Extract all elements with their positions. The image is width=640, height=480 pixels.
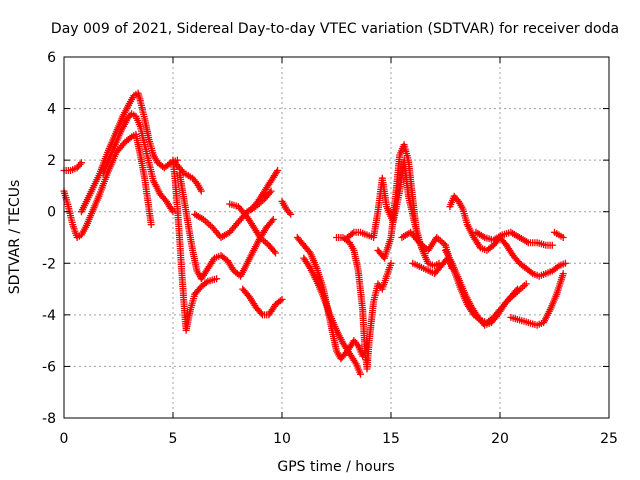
- plot-frame: [63, 56, 610, 419]
- y-tick-label: 6: [47, 50, 56, 66]
- x-tick-label: 5: [169, 431, 178, 447]
- y-axis-label: SDTVAR / TECUs: [7, 180, 23, 295]
- data-point-markers: [278, 197, 295, 218]
- y-tick-label: -2: [42, 256, 56, 272]
- series-arc6: [171, 159, 205, 195]
- data-point-markers: [176, 169, 277, 283]
- data-point-markers: [442, 246, 521, 329]
- data-point-markers: [446, 192, 569, 280]
- series-arc15: [333, 234, 395, 373]
- series-arc17: [374, 141, 421, 262]
- x-tick-label: 25: [600, 431, 618, 447]
- data-point-markers: [333, 234, 395, 373]
- data-point-markers: [300, 254, 364, 378]
- series-arc21: [446, 192, 569, 280]
- y-tick-label: -8: [42, 411, 56, 427]
- y-tick-label: -6: [42, 359, 56, 375]
- series-arc3: [77, 89, 181, 216]
- axis-ticks: [63, 56, 610, 419]
- series-arc19: [409, 254, 530, 327]
- series-arc24: [551, 228, 567, 241]
- chart-title: Day 009 of 2021, Sidereal Day-to-day VTE…: [51, 21, 619, 37]
- series-arc12: [278, 197, 295, 218]
- series-arc14: [300, 254, 364, 378]
- data-point-markers: [99, 110, 177, 216]
- y-tick-label: -4: [42, 308, 56, 324]
- x-tick-label: 10: [273, 431, 291, 447]
- y-tick-label: 0: [47, 205, 56, 221]
- data-points: [60, 89, 569, 378]
- data-point-markers: [60, 130, 155, 241]
- data-point-markers: [77, 89, 181, 216]
- x-tick-label: 15: [382, 431, 400, 447]
- y-tick-label: 2: [47, 153, 56, 169]
- series-arc7: [176, 169, 277, 283]
- series-arc22: [472, 228, 556, 249]
- data-point-markers: [472, 228, 556, 249]
- y-tick-label: 4: [47, 102, 56, 118]
- data-point-markers: [169, 156, 221, 334]
- data-point-markers: [248, 167, 282, 213]
- data-point-markers: [171, 159, 205, 195]
- data-point-markers: [551, 228, 567, 241]
- series-arc1: [60, 130, 155, 241]
- data-point-markers: [226, 200, 279, 257]
- data-point-markers: [239, 285, 286, 319]
- series-arc23: [507, 270, 567, 329]
- x-axis-label: GPS time / hours: [277, 459, 394, 475]
- x-tick-label: 0: [60, 431, 69, 447]
- data-point-markers: [409, 254, 530, 327]
- series-arc5: [169, 156, 221, 334]
- tick-labels: 0 5 10 15 20 25 -8 -6 -4 -2 0 2 4 6: [42, 50, 618, 447]
- series-arc20: [442, 246, 521, 329]
- series-arc11: [248, 167, 282, 213]
- data-point-markers: [374, 141, 421, 262]
- series-arc9: [226, 200, 279, 257]
- data-point-markers: [507, 270, 567, 329]
- series-arc4: [99, 110, 177, 216]
- x-tick-label: 20: [491, 431, 509, 447]
- series-arc10: [239, 285, 286, 319]
